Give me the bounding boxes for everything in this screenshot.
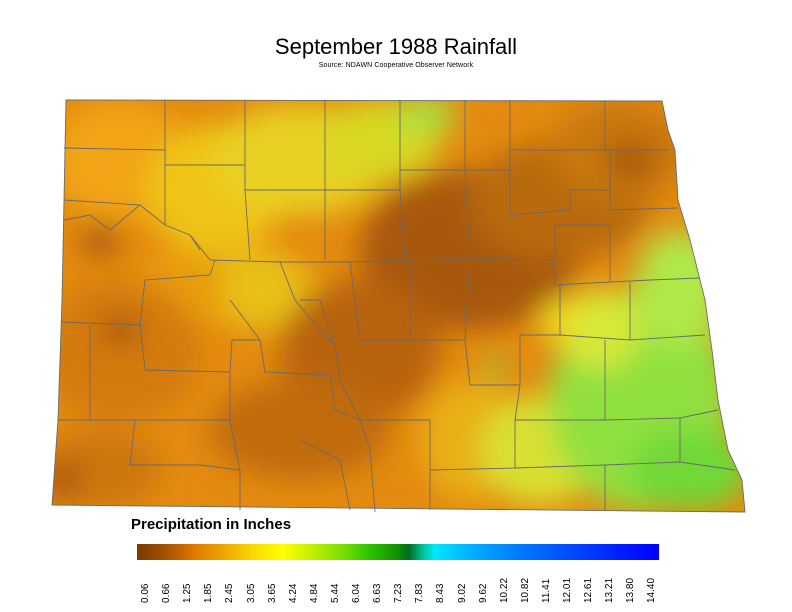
legend-tick-label: 0.06: [140, 583, 151, 603]
legend-tick-label: 1.25: [182, 583, 194, 603]
legend-tick-label: 13.21: [604, 577, 616, 603]
legend-color-bar: [137, 544, 659, 560]
legend-tick-label: 10.82: [519, 577, 531, 603]
legend-tick-label: 7.23: [393, 583, 405, 603]
precipitation-surface: [52, 100, 745, 512]
map-title: September 1988 Rainfall: [274, 34, 518, 59]
legend-tick-label: 11.41: [540, 578, 552, 603]
legend-tick-label: 5.44: [329, 583, 341, 603]
county-boundaries: [51, 99, 746, 513]
legend-tick-label: 4.84: [308, 583, 320, 603]
legend-tick-label: 4.24: [287, 583, 299, 603]
map-subtitle: Source: NDAWN Cooperative Observer Netwo…: [318, 62, 474, 69]
legend-tick-label: 12.01: [562, 577, 573, 603]
legend-tick-label: 1.85: [203, 583, 215, 603]
legend-tick-label: 6.04: [351, 583, 362, 603]
legend-tick-label: 8.43: [435, 583, 447, 603]
legend-tick-label: 2.45: [224, 583, 236, 603]
legend-tick-label: 9.02: [456, 583, 468, 603]
legend-tick-label: 12.61: [583, 577, 595, 603]
legend-tick-label: 7.83: [414, 583, 426, 603]
legend-tick-label: 0.66: [161, 583, 173, 603]
legend-tick-label: 3.65: [266, 583, 278, 603]
legend-tick-label: 10.22: [498, 577, 510, 603]
legend-tick-label: 6.63: [372, 583, 384, 603]
legend-tick-label: 9.62: [477, 583, 489, 603]
legend-title: Precipitation in Inches: [131, 516, 292, 533]
legend-tick-label: 14.40: [646, 577, 658, 603]
legend-tick-label: 13.80: [625, 577, 637, 603]
legend-tick-label: 3.05: [245, 583, 257, 603]
